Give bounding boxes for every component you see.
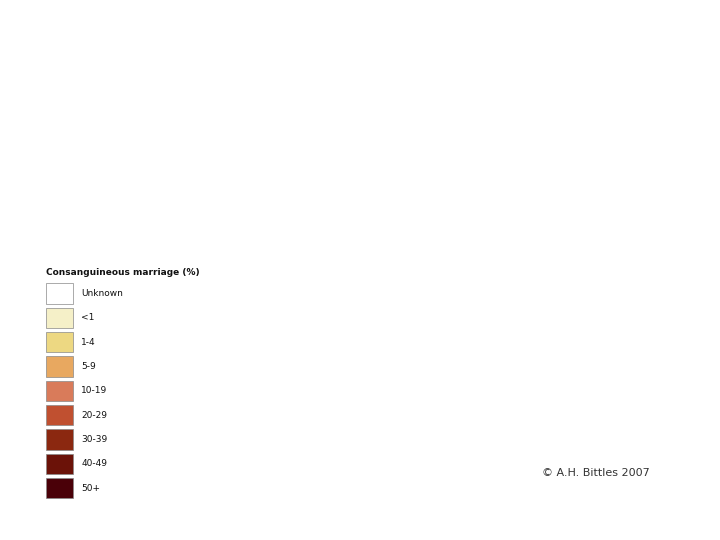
Text: © A.H. Bittles 2007: © A.H. Bittles 2007	[541, 468, 649, 478]
Text: 10-19: 10-19	[81, 386, 107, 395]
FancyBboxPatch shape	[46, 356, 73, 376]
Text: Consanguineous marriage (%): Consanguineous marriage (%)	[46, 268, 199, 276]
Text: Unknown: Unknown	[81, 289, 123, 298]
Text: 5-9: 5-9	[81, 362, 96, 371]
FancyBboxPatch shape	[46, 478, 73, 498]
FancyBboxPatch shape	[46, 283, 73, 303]
FancyBboxPatch shape	[46, 381, 73, 401]
FancyBboxPatch shape	[46, 454, 73, 474]
FancyBboxPatch shape	[46, 332, 73, 352]
Text: 30-39: 30-39	[81, 435, 107, 444]
Text: 50+: 50+	[81, 484, 100, 493]
FancyBboxPatch shape	[46, 308, 73, 328]
Text: <1: <1	[81, 313, 94, 322]
FancyBboxPatch shape	[46, 429, 73, 450]
FancyBboxPatch shape	[46, 405, 73, 426]
Text: 20-29: 20-29	[81, 411, 107, 420]
Text: 1-4: 1-4	[81, 338, 96, 347]
Text: 40-49: 40-49	[81, 460, 107, 468]
